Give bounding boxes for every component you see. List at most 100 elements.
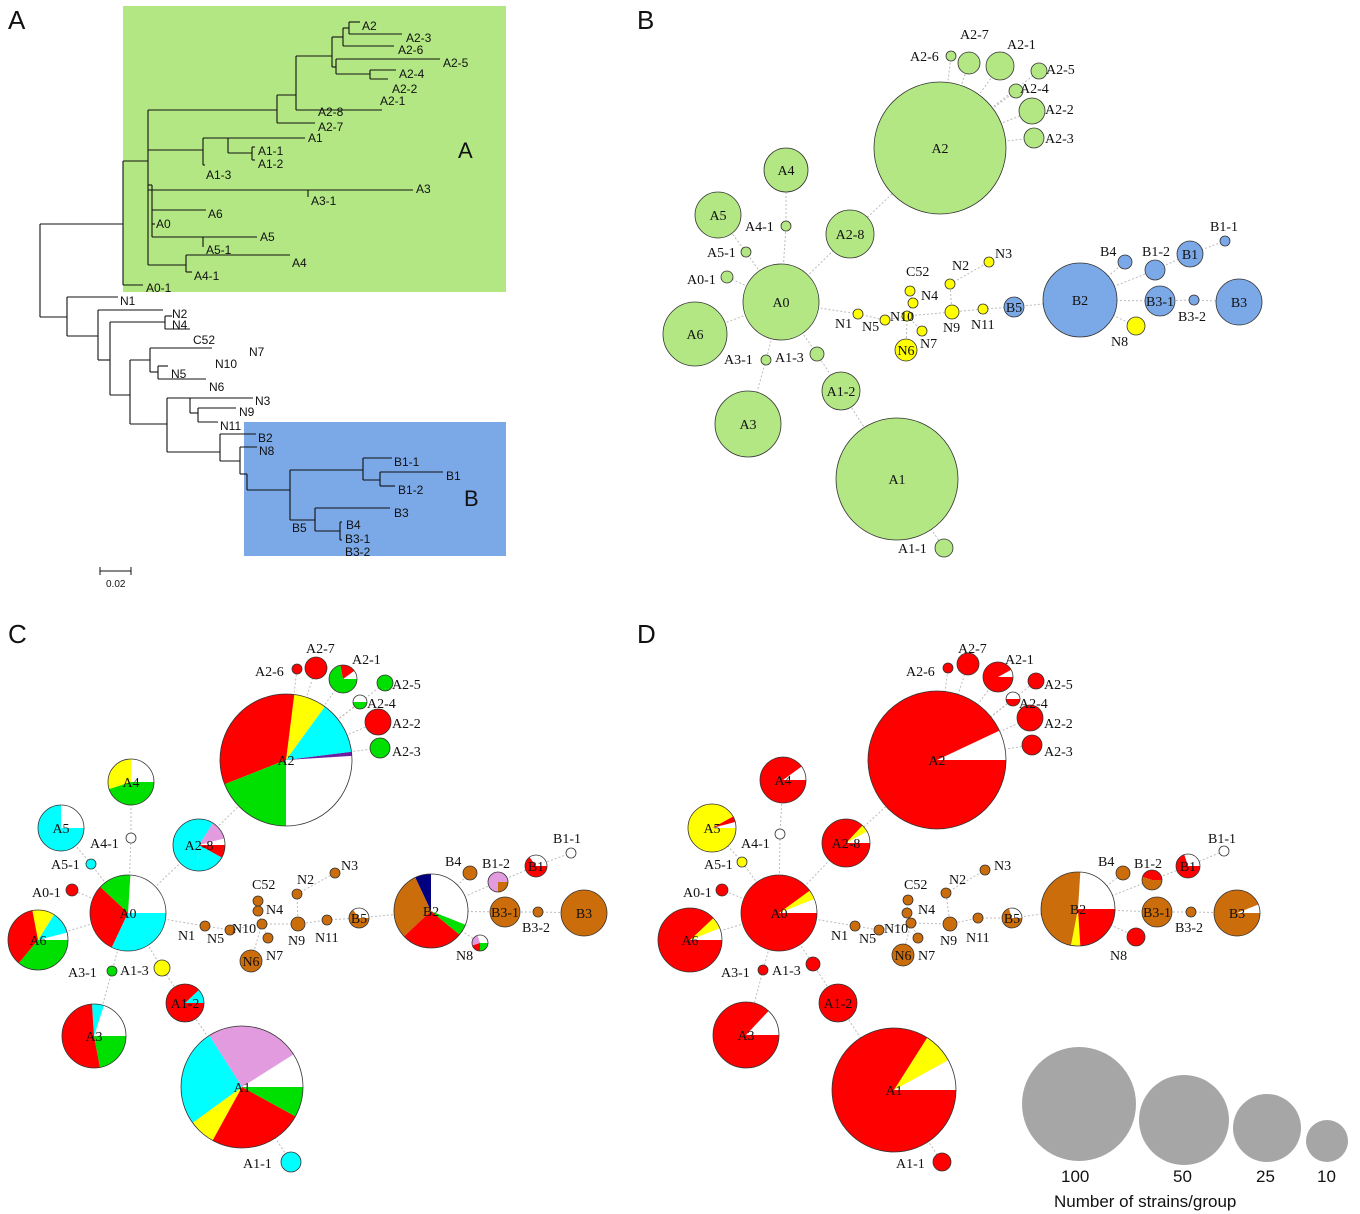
node-a0 — [740, 874, 818, 952]
node-b3-outline — [1215, 278, 1263, 326]
node-a2-3-slice — [1024, 128, 1044, 148]
node-label-n6: N6 — [894, 949, 911, 964]
node-a2-slice — [286, 706, 352, 760]
node-a1-3-slice — [154, 960, 170, 976]
tree-leaf-b5: B5 — [292, 521, 307, 535]
node-a5-slice — [688, 804, 736, 853]
node-n11 — [321, 914, 333, 926]
node-a4-1 — [780, 220, 792, 232]
node-n4-slice — [902, 908, 912, 918]
node-label-a4-1: A4-1 — [90, 837, 119, 852]
node-a5-slice — [712, 822, 736, 828]
tree-leaf-n11: N11 — [220, 419, 241, 433]
node-label-a5-1: A5-1 — [704, 858, 733, 873]
node-a1-1-outline — [932, 1152, 952, 1172]
node-label-a2-7: A2-7 — [960, 28, 989, 43]
node-n6-outline — [239, 949, 263, 973]
node-label-a6: A6 — [686, 328, 703, 343]
node-b2-outline — [1040, 871, 1116, 947]
node-label-a5-1: A5-1 — [707, 246, 736, 261]
node-a3-outline — [61, 1003, 127, 1069]
node-a5-1-slice — [737, 857, 747, 867]
node-a2-6-outline — [945, 50, 957, 62]
node-label-a1-1: A1-1 — [898, 542, 927, 557]
node-n5-slice — [225, 925, 235, 935]
network-edge — [893, 1089, 943, 1163]
node-a1-3 — [809, 346, 825, 362]
node-a2-4-slice — [1006, 692, 1020, 699]
node-n6 — [239, 949, 263, 973]
node-n5 — [224, 924, 236, 936]
node-label-b1: B1 — [528, 860, 544, 875]
node-a1-3 — [153, 959, 171, 977]
node-n3-slice — [330, 868, 340, 878]
node-b1-2-slice — [1142, 876, 1162, 890]
node-n7-outline — [262, 932, 274, 944]
node-n9 — [290, 916, 306, 932]
tree-leaf-a2-8: A2-8 — [318, 105, 344, 119]
node-a6-slice — [32, 910, 55, 940]
node-b4-slice — [1118, 255, 1132, 269]
node-a2-6 — [945, 50, 957, 62]
node-a4-1 — [125, 832, 137, 844]
node-a5-outline — [694, 191, 742, 239]
node-n7-outline — [912, 932, 924, 944]
node-label-n6: N6 — [897, 344, 914, 359]
node-a5-1 — [736, 856, 748, 868]
node-a1 — [835, 417, 959, 541]
node-n4 — [907, 297, 919, 309]
node-n4-slice — [908, 298, 918, 308]
tree-leaf-a2-6: A2-6 — [398, 43, 424, 57]
node-a2-2 — [1016, 704, 1044, 732]
node-b3-1-slice — [490, 897, 520, 927]
node-a2 — [867, 690, 1007, 830]
node-n11-outline — [321, 914, 333, 926]
node-n2 — [940, 887, 952, 899]
node-a1-1-slice — [935, 539, 953, 557]
node-label-b1-1: B1-1 — [1210, 220, 1238, 235]
node-b2-slice — [1078, 872, 1115, 909]
node-n1-slice — [853, 309, 863, 319]
node-label-n3: N3 — [994, 859, 1011, 874]
node-n7-slice — [263, 933, 273, 943]
node-a2-1-slice — [343, 670, 357, 679]
node-label-n10: N10 — [890, 310, 914, 325]
tree-leaf-a1-2: A1-2 — [258, 157, 284, 171]
panel-letter-c: C — [8, 619, 27, 649]
node-a2-7 — [956, 652, 980, 676]
node-n3-outline — [979, 864, 991, 876]
node-label-a2-1: A2-1 — [1005, 653, 1034, 668]
node-a3-slice — [94, 1036, 126, 1068]
node-a6-outline — [662, 301, 728, 367]
node-n5 — [879, 314, 891, 326]
node-a4-1-outline — [125, 832, 137, 844]
node-a1-slice — [242, 1087, 303, 1117]
node-a2-2 — [364, 708, 392, 736]
node-a0-1-slice — [716, 884, 728, 896]
node-n7 — [916, 325, 928, 337]
node-b2-outline — [393, 873, 469, 949]
node-label-a2-8: A2-8 — [836, 228, 865, 243]
node-a3 — [712, 1001, 780, 1069]
node-a0-outline — [89, 874, 167, 952]
node-label-a2-3: A2-3 — [1044, 745, 1073, 760]
node-n9 — [942, 916, 958, 932]
node-a6-slice — [658, 907, 722, 972]
node-n8-slice — [472, 943, 480, 951]
node-n1-slice — [200, 921, 210, 931]
node-b5-outline — [1003, 296, 1025, 318]
node-a2-8-slice — [826, 210, 874, 258]
node-a2-5-slice — [1031, 63, 1047, 79]
node-b5-outline — [348, 907, 370, 929]
node-label-a1-3: A1-3 — [120, 964, 149, 979]
node-b1-1-outline — [565, 847, 577, 859]
tree-leaf-a2-7: A2-7 — [318, 120, 344, 134]
node-a1-slice — [836, 418, 958, 540]
node-a6-slice — [690, 918, 720, 940]
node-b1-2 — [1141, 869, 1163, 891]
node-label-a2: A2 — [931, 142, 948, 157]
node-label-b3-2: B3-2 — [522, 921, 550, 936]
tree-leaf-b2: B2 — [258, 431, 273, 445]
node-n6-outline — [891, 943, 915, 967]
